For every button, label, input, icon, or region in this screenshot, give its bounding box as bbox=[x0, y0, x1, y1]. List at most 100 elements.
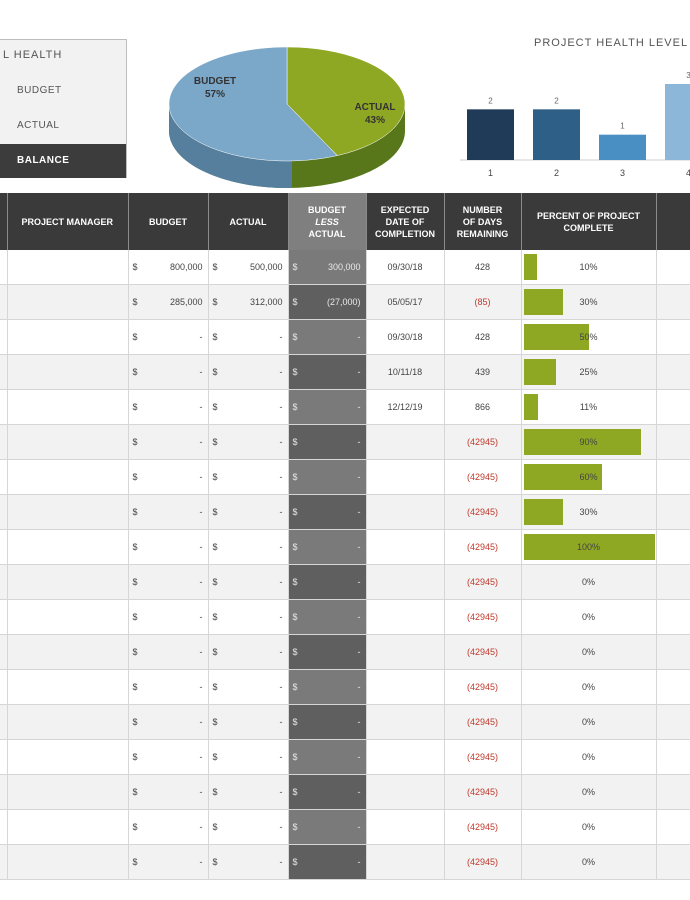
budget-cell[interactable]: $ - bbox=[128, 564, 209, 600]
row-cut-cell[interactable] bbox=[0, 494, 8, 530]
date-cell[interactable]: 10/11/18 bbox=[366, 354, 445, 390]
balance-cell[interactable]: $ - bbox=[288, 424, 367, 460]
days-cell[interactable]: (85) bbox=[444, 284, 522, 320]
budget-cell[interactable]: $800,000 bbox=[128, 250, 209, 285]
percent-cell[interactable]: 11% bbox=[521, 389, 657, 425]
row-cut-cell[interactable] bbox=[0, 354, 8, 390]
manager-cell[interactable] bbox=[7, 564, 129, 600]
budget-cell[interactable]: $ - bbox=[128, 494, 209, 530]
extra-cell[interactable] bbox=[656, 424, 690, 460]
row-cut-cell[interactable] bbox=[0, 669, 8, 705]
budget-cell[interactable]: $285,000 bbox=[128, 284, 209, 320]
days-cell[interactable]: (42945) bbox=[444, 599, 522, 635]
percent-cell[interactable]: 0% bbox=[521, 599, 657, 635]
date-cell[interactable] bbox=[366, 669, 445, 705]
row-cut-cell[interactable] bbox=[0, 809, 8, 845]
budget-cell[interactable]: $ - bbox=[128, 669, 209, 705]
extra-cell[interactable] bbox=[656, 634, 690, 670]
percent-cell[interactable]: 0% bbox=[521, 809, 657, 845]
row-cut-cell[interactable] bbox=[0, 599, 8, 635]
extra-cell[interactable] bbox=[656, 809, 690, 845]
balance-cell[interactable]: $ - bbox=[288, 844, 367, 880]
actual-cell[interactable]: $ - bbox=[208, 319, 289, 355]
actual-cell[interactable]: $ - bbox=[208, 459, 289, 495]
percent-cell[interactable]: 0% bbox=[521, 704, 657, 740]
manager-cell[interactable] bbox=[7, 459, 129, 495]
balance-cell[interactable]: $ - bbox=[288, 389, 367, 425]
row-cut-cell[interactable] bbox=[0, 739, 8, 775]
row-cut-cell[interactable] bbox=[0, 564, 8, 600]
days-cell[interactable]: (42945) bbox=[444, 634, 522, 670]
actual-cell[interactable]: $ - bbox=[208, 564, 289, 600]
percent-cell[interactable]: 50% bbox=[521, 319, 657, 355]
balance-cell[interactable]: $ - bbox=[288, 774, 367, 810]
manager-cell[interactable] bbox=[7, 529, 129, 565]
extra-cell[interactable] bbox=[656, 739, 690, 775]
date-cell[interactable]: 12/12/19 bbox=[366, 389, 445, 425]
date-cell[interactable]: 09/30/18 bbox=[366, 250, 445, 285]
manager-cell[interactable] bbox=[7, 634, 129, 670]
date-cell[interactable] bbox=[366, 599, 445, 635]
days-cell[interactable]: 866 bbox=[444, 389, 522, 425]
row-cut-cell[interactable] bbox=[0, 529, 8, 565]
row-cut-cell[interactable] bbox=[0, 634, 8, 670]
budget-cell[interactable]: $ - bbox=[128, 634, 209, 670]
actual-cell[interactable]: $ - bbox=[208, 809, 289, 845]
balance-cell[interactable]: $300,000 bbox=[288, 250, 367, 285]
balance-cell[interactable]: $ - bbox=[288, 529, 367, 565]
actual-cell[interactable]: $ - bbox=[208, 634, 289, 670]
actual-cell[interactable]: $ - bbox=[208, 844, 289, 880]
actual-cell[interactable]: $ - bbox=[208, 739, 289, 775]
date-cell[interactable]: 09/30/18 bbox=[366, 319, 445, 355]
percent-cell[interactable]: 0% bbox=[521, 844, 657, 880]
budget-cell[interactable]: $ - bbox=[128, 319, 209, 355]
date-cell[interactable] bbox=[366, 564, 445, 600]
balance-cell[interactable]: $ - bbox=[288, 669, 367, 705]
actual-cell[interactable]: $ - bbox=[208, 494, 289, 530]
days-cell[interactable]: (42945) bbox=[444, 669, 522, 705]
balance-cell[interactable]: $ (27,000) bbox=[288, 284, 367, 320]
days-cell[interactable]: (42945) bbox=[444, 459, 522, 495]
balance-cell[interactable]: $ - bbox=[288, 354, 367, 390]
extra-cell[interactable] bbox=[656, 529, 690, 565]
manager-cell[interactable] bbox=[7, 809, 129, 845]
budget-cell[interactable]: $ - bbox=[128, 704, 209, 740]
actual-cell[interactable]: $ - bbox=[208, 389, 289, 425]
extra-cell[interactable] bbox=[656, 494, 690, 530]
actual-cell[interactable]: $ - bbox=[208, 424, 289, 460]
percent-cell[interactable]: 0% bbox=[521, 774, 657, 810]
extra-cell[interactable] bbox=[656, 704, 690, 740]
balance-cell[interactable]: $ - bbox=[288, 319, 367, 355]
date-cell[interactable] bbox=[366, 459, 445, 495]
percent-cell[interactable]: 0% bbox=[521, 564, 657, 600]
days-cell[interactable]: 439 bbox=[444, 354, 522, 390]
balance-cell[interactable]: $ - bbox=[288, 599, 367, 635]
extra-cell[interactable] bbox=[656, 389, 690, 425]
days-cell[interactable]: (42945) bbox=[444, 774, 522, 810]
days-cell[interactable]: (42945) bbox=[444, 494, 522, 530]
budget-cell[interactable]: $ - bbox=[128, 389, 209, 425]
actual-cell[interactable]: $500,000 bbox=[208, 250, 289, 285]
manager-cell[interactable] bbox=[7, 424, 129, 460]
balance-cell[interactable]: $ - bbox=[288, 564, 367, 600]
budget-cell[interactable]: $ - bbox=[128, 459, 209, 495]
manager-cell[interactable] bbox=[7, 844, 129, 880]
days-cell[interactable]: (42945) bbox=[444, 564, 522, 600]
percent-cell[interactable]: 60% bbox=[521, 459, 657, 495]
budget-cell[interactable]: $ - bbox=[128, 599, 209, 635]
balance-cell[interactable]: $ - bbox=[288, 704, 367, 740]
actual-cell[interactable]: $ - bbox=[208, 354, 289, 390]
balance-cell[interactable]: $ - bbox=[288, 809, 367, 845]
days-cell[interactable]: (42945) bbox=[444, 424, 522, 460]
row-cut-cell[interactable] bbox=[0, 389, 8, 425]
days-cell[interactable]: (42945) bbox=[444, 844, 522, 880]
percent-cell[interactable]: 0% bbox=[521, 634, 657, 670]
date-cell[interactable] bbox=[366, 809, 445, 845]
manager-cell[interactable] bbox=[7, 284, 129, 320]
percent-cell[interactable]: 0% bbox=[521, 739, 657, 775]
actual-cell[interactable]: $ - bbox=[208, 529, 289, 565]
budget-cell[interactable]: $ - bbox=[128, 529, 209, 565]
date-cell[interactable] bbox=[366, 774, 445, 810]
days-cell[interactable]: (42945) bbox=[444, 809, 522, 845]
budget-cell[interactable]: $ - bbox=[128, 809, 209, 845]
